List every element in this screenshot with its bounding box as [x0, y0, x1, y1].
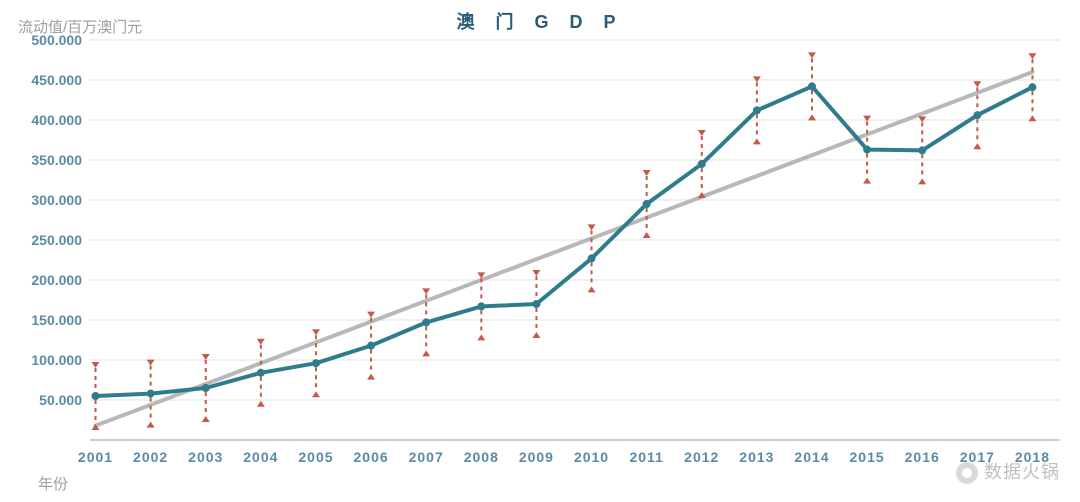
- svg-text:100.000: 100.000: [31, 352, 82, 368]
- svg-text:2004: 2004: [243, 449, 278, 465]
- svg-text:2011: 2011: [629, 449, 663, 465]
- svg-text:2016: 2016: [905, 449, 940, 465]
- svg-text:2014: 2014: [794, 449, 829, 465]
- trend-line: [96, 72, 1033, 426]
- watermark-icon: [956, 462, 978, 484]
- svg-text:450.000: 450.000: [31, 72, 82, 88]
- svg-text:2001: 2001: [78, 449, 113, 465]
- gridlines: [90, 40, 1060, 400]
- svg-text:2008: 2008: [464, 449, 499, 465]
- x-ticks: 2001 2002 2003 2004 2005 2006 2007 2008 2009 2010…: [78, 449, 1050, 465]
- svg-text:150.000: 150.000: [31, 312, 82, 328]
- watermark: 数据火锅: [956, 458, 1060, 484]
- svg-text:2012: 2012: [684, 449, 719, 465]
- svg-text:2013: 2013: [739, 449, 774, 465]
- svg-text:2009: 2009: [519, 449, 554, 465]
- svg-text:300.000: 300.000: [31, 192, 82, 208]
- gdp-chart: 50.000 100.000 150.000 200.000 250.000 300.00…: [0, 0, 1080, 502]
- svg-text:2006: 2006: [354, 449, 389, 465]
- data-markers: [92, 82, 1037, 400]
- y-ticks: 50.000 100.000 150.000 200.000 250.000 300.00…: [31, 32, 82, 408]
- svg-text:500.000: 500.000: [31, 32, 82, 48]
- svg-text:2003: 2003: [188, 449, 223, 465]
- svg-text:2002: 2002: [133, 449, 168, 465]
- watermark-text: 数据火锅: [984, 462, 1060, 482]
- svg-text:400.000: 400.000: [31, 112, 82, 128]
- svg-text:2005: 2005: [298, 449, 333, 465]
- svg-text:200.000: 200.000: [31, 272, 82, 288]
- svg-text:2015: 2015: [850, 449, 885, 465]
- svg-text:250.000: 250.000: [31, 232, 82, 248]
- svg-text:50.000: 50.000: [39, 392, 82, 408]
- svg-text:2010: 2010: [574, 449, 609, 465]
- svg-text:350.000: 350.000: [31, 152, 82, 168]
- data-line: [96, 86, 1033, 396]
- svg-text:2007: 2007: [409, 449, 444, 465]
